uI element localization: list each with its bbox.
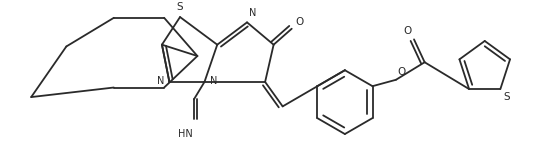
Text: S: S <box>503 92 510 102</box>
Text: O: O <box>397 67 405 77</box>
Text: HN: HN <box>178 129 193 139</box>
Text: O: O <box>295 17 303 27</box>
Text: N: N <box>210 76 217 86</box>
Text: O: O <box>404 26 412 36</box>
Text: S: S <box>177 2 183 12</box>
Text: N: N <box>249 8 256 18</box>
Text: N: N <box>157 76 164 86</box>
